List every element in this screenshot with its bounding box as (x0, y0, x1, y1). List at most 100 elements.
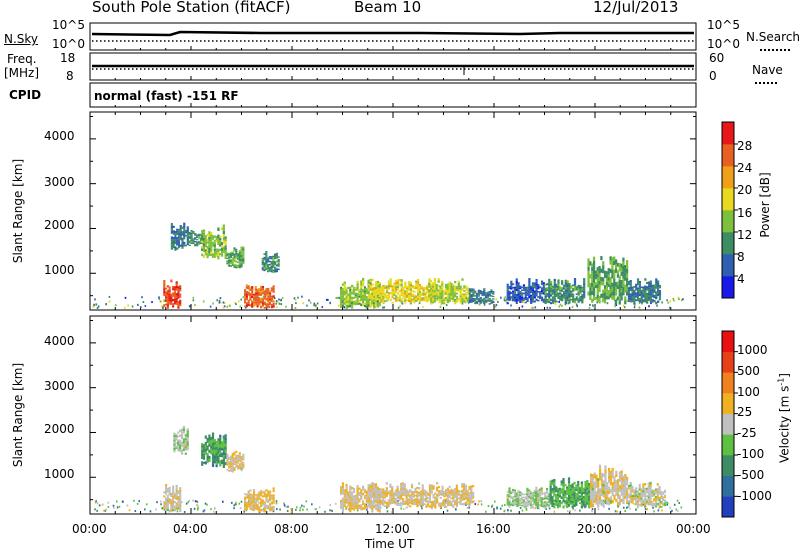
data-cell (206, 460, 209, 464)
data-cell (254, 299, 257, 302)
data-cell (584, 496, 587, 499)
nsky-tick-bottom: 10^0 (52, 37, 85, 51)
data-cell (360, 506, 363, 509)
data-cell (229, 458, 233, 461)
data-cell (602, 494, 605, 498)
data-cell (213, 447, 216, 450)
data-cell (508, 493, 511, 496)
data-cell (635, 288, 638, 291)
data-cell (175, 494, 178, 498)
noise-cell (233, 504, 236, 507)
data-cell (515, 492, 518, 494)
data-cell (522, 500, 525, 503)
data-cell (175, 286, 178, 289)
data-cell (570, 292, 573, 294)
data-cell (350, 502, 354, 506)
data-cell (607, 501, 611, 506)
data-cell (270, 496, 273, 498)
noise-cell (507, 508, 509, 511)
data-cell (201, 233, 205, 236)
data-cell (463, 495, 466, 498)
data-cell (226, 255, 229, 257)
data-cell (261, 260, 264, 262)
freq-tick-top: 18 (60, 51, 76, 65)
data-cell (586, 497, 589, 500)
data-cell (547, 492, 550, 495)
data-cell (466, 300, 470, 303)
data-cell (224, 243, 227, 246)
data-cell (407, 503, 410, 505)
data-cell (564, 490, 567, 493)
data-cell (376, 499, 379, 502)
data-cell (649, 300, 652, 303)
data-cell (613, 481, 616, 485)
data-cell (481, 299, 484, 302)
data-cell (629, 491, 632, 494)
data-cell (651, 284, 654, 287)
data-cell (217, 255, 220, 260)
data-cell (228, 456, 231, 459)
data-cell (409, 295, 412, 298)
data-cell (443, 505, 446, 507)
data-cell (544, 491, 547, 494)
data-cell (170, 299, 173, 303)
data-cell (229, 466, 233, 469)
data-cell (611, 265, 614, 270)
noise-cell (614, 299, 616, 302)
data-cell (598, 488, 602, 493)
data-cell (455, 484, 459, 487)
noise-cell (223, 305, 226, 308)
data-cell (263, 265, 266, 268)
data-cell (591, 298, 594, 303)
data-cell (553, 290, 556, 294)
data-cell (575, 499, 578, 502)
data-cell (531, 493, 534, 496)
data-cell (252, 297, 256, 299)
data-cell (448, 493, 451, 496)
data-cell (245, 508, 248, 510)
noise-cell (162, 306, 164, 309)
data-cell (345, 304, 348, 307)
data-cell (454, 488, 457, 490)
data-cell (267, 268, 270, 271)
data-cell (261, 264, 264, 266)
data-cell (410, 486, 414, 489)
data-cell (562, 284, 566, 287)
data-cell (265, 303, 268, 306)
data-cell (535, 490, 538, 494)
noise-cell (248, 499, 250, 502)
data-cell (587, 283, 590, 288)
data-cell (470, 301, 473, 303)
noise-cell (295, 508, 297, 511)
noise-cell (383, 306, 386, 309)
data-cell (358, 491, 361, 494)
data-cell (373, 286, 376, 289)
data-cell (538, 500, 542, 503)
data-cell (640, 493, 643, 496)
data-cell (660, 494, 663, 496)
data-cell (177, 244, 181, 247)
data-cell (228, 470, 231, 472)
data-cell (446, 498, 450, 501)
data-cell (655, 280, 658, 284)
data-cell (177, 449, 180, 452)
data-cell (562, 484, 565, 488)
noise-cell (240, 500, 243, 503)
data-cell (204, 448, 207, 452)
data-cell (272, 287, 275, 291)
data-cell (464, 492, 468, 495)
data-cell (256, 298, 259, 300)
noise-cell (466, 506, 469, 509)
data-cell (528, 290, 531, 294)
data-cell (374, 483, 378, 486)
data-cell (224, 236, 227, 239)
noise-cell (672, 297, 675, 300)
data-cell (618, 498, 622, 503)
data-cell (542, 286, 545, 289)
data-cell (530, 285, 533, 288)
data-cell (577, 301, 580, 303)
data-cell (401, 500, 405, 503)
data-cell (649, 289, 652, 292)
data-cell (572, 284, 575, 287)
noise-cell (633, 306, 636, 309)
